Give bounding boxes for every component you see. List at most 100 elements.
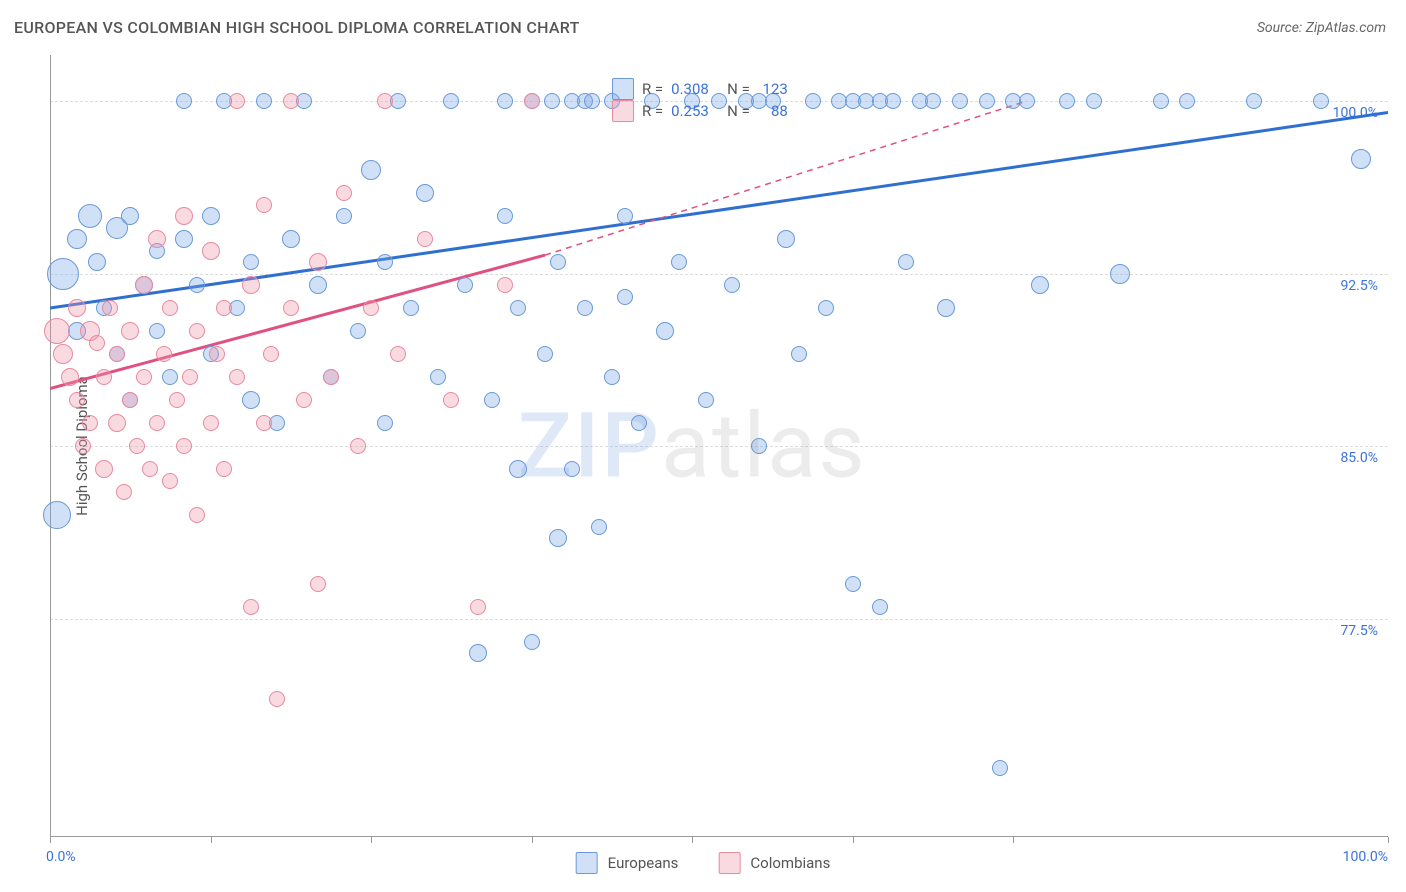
stats-swatch [612,78,634,100]
data-point [497,93,513,109]
data-point [1086,93,1102,109]
legend-label-colombians: Colombians [750,854,830,872]
data-point [469,644,487,662]
data-point [169,392,185,408]
data-point [243,599,259,615]
data-point [416,184,434,202]
data-point [403,300,419,316]
n-value: 123 [758,78,788,100]
data-point [363,300,379,316]
data-point [156,346,172,362]
data-point [283,300,299,316]
data-point [509,460,527,478]
data-point [497,208,513,224]
data-point [377,93,393,109]
data-point [75,438,91,454]
gridline [50,446,1388,447]
data-point [524,634,540,650]
legend-item-colombians: Colombians [718,852,830,874]
data-point [1019,93,1035,109]
data-point [510,300,526,316]
data-point [43,501,71,529]
data-point [443,93,459,109]
x-tick [50,837,51,843]
y-axis [50,55,51,837]
data-point [202,207,220,225]
data-point [577,300,593,316]
data-point [350,438,366,454]
y-tick-label: 100.0% [1333,105,1378,121]
stats-row: R =0.253N =88 [612,100,788,122]
data-point [162,300,178,316]
data-point [142,461,158,477]
r-label: R = [642,100,663,122]
data-point [296,392,312,408]
data-point [617,208,633,224]
data-point [484,392,500,408]
data-point [323,369,339,385]
data-point [617,289,633,305]
data-point [1059,93,1075,109]
data-point [189,323,205,339]
x-tick [692,837,693,843]
data-point [1246,93,1262,109]
data-point [175,230,193,248]
r-value: 0.308 [671,78,719,100]
chart-title: EUROPEAN VS COLOMBIAN HIGH SCHOOL DIPLOM… [14,18,580,37]
data-point [176,438,192,454]
x-tick [1013,837,1014,843]
swatch-colombians [718,852,740,874]
data-point [631,415,647,431]
data-point [537,346,553,362]
data-point [82,415,98,431]
data-point [189,507,205,523]
data-point [69,392,85,408]
data-point [1031,276,1049,294]
data-point [256,415,272,431]
data-point [524,93,540,109]
data-point [189,277,205,293]
data-point [417,231,433,247]
data-point [202,242,220,260]
data-point [269,691,285,707]
legend-label-europeans: Europeans [608,854,679,872]
data-point [89,335,105,351]
data-point [149,323,165,339]
data-point [310,576,326,592]
data-point [283,93,299,109]
data-point [377,415,393,431]
data-point [591,519,607,535]
data-point [242,391,260,409]
legend-item-europeans: Europeans [576,852,679,874]
x-tick [211,837,212,843]
data-point [176,93,192,109]
stats-swatch [612,100,634,122]
data-point [724,277,740,293]
data-point [102,300,118,316]
data-point [952,93,968,109]
data-point [777,230,795,248]
data-point [203,415,219,431]
data-point [67,229,87,249]
data-point [584,93,600,109]
data-point [1179,93,1195,109]
data-point [350,323,366,339]
data-point [309,253,327,271]
r-value: 0.253 [671,100,719,122]
data-point [544,93,560,109]
data-point [497,277,513,293]
data-point [68,299,86,317]
data-point [979,93,995,109]
data-point [925,93,941,109]
data-point [149,415,165,431]
data-point [162,369,178,385]
data-point [175,207,193,225]
y-tick-label: 92.5% [1340,278,1378,294]
r-label: R = [642,78,663,100]
data-point [122,392,138,408]
data-point [805,93,821,109]
data-point [116,484,132,500]
data-point [898,254,914,270]
data-point [121,207,139,225]
data-point [109,346,125,362]
